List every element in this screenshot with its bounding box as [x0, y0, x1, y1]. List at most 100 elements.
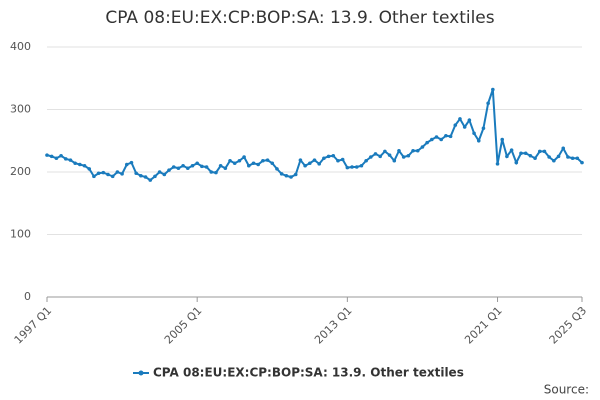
data-point	[275, 167, 279, 171]
data-point	[458, 117, 462, 121]
data-point	[171, 165, 176, 169]
data-point	[406, 153, 411, 158]
data-point	[491, 87, 495, 92]
data-point	[340, 157, 345, 162]
data-point	[87, 167, 92, 171]
legend-label: CPA 08:EU:EX:CP:BOP:SA: 13.9. Other text…	[153, 366, 464, 380]
data-point	[293, 172, 298, 177]
data-point	[533, 156, 537, 161]
data-point	[181, 163, 185, 168]
data-point	[369, 155, 373, 159]
data-point	[537, 149, 542, 154]
data-point	[143, 175, 148, 179]
data-point	[270, 161, 275, 166]
data-point	[190, 163, 195, 168]
data-point	[505, 154, 509, 159]
x-tick-label: 2021 Q1	[462, 304, 505, 347]
data-point	[129, 160, 134, 165]
data-point	[200, 164, 204, 169]
data-point	[472, 131, 476, 136]
data-point	[256, 162, 260, 167]
source: Source:	[544, 383, 589, 397]
data-point	[68, 158, 73, 162]
data-point	[434, 135, 439, 139]
data-point	[420, 145, 425, 149]
data-point	[63, 157, 68, 161]
data-point	[78, 162, 82, 167]
x-tick-label: 1997 Q1	[12, 304, 55, 347]
data-point	[162, 172, 167, 177]
data-point	[575, 156, 580, 161]
chart-title: CPA 08:EU:EX:CP:BOP:SA: 13.9. Other text…	[105, 8, 494, 28]
data-point	[453, 123, 458, 127]
data-point	[411, 148, 415, 153]
data-point	[359, 163, 364, 168]
data-point	[444, 133, 448, 138]
data-point	[228, 158, 232, 163]
data-point	[167, 168, 171, 172]
data-point	[261, 158, 265, 163]
data-point	[373, 152, 378, 156]
data-point	[528, 153, 533, 158]
data-point	[326, 154, 331, 159]
data-point	[514, 160, 519, 165]
y-tick-label: 400	[10, 40, 31, 53]
data-point	[59, 153, 63, 158]
data-point	[467, 118, 472, 122]
data-point	[265, 158, 270, 162]
data-point	[378, 154, 383, 159]
data-point	[223, 166, 228, 171]
data-point	[106, 172, 110, 177]
data-point	[387, 153, 392, 157]
data-point	[566, 155, 570, 159]
data-point	[345, 165, 350, 170]
data-point	[134, 171, 138, 176]
data-point	[157, 170, 162, 174]
data-point	[580, 160, 584, 165]
data-point	[500, 137, 505, 142]
data-point	[486, 101, 490, 106]
data-point	[54, 156, 59, 161]
x-tick-label: 2005 Q1	[162, 304, 205, 347]
data-point	[289, 175, 293, 179]
series-line	[46, 89, 583, 182]
data-point	[49, 154, 54, 159]
data-point	[209, 170, 214, 174]
data-point	[139, 173, 143, 178]
data-point	[547, 155, 551, 159]
data-point	[185, 166, 190, 171]
data-point	[561, 146, 566, 151]
data-point	[552, 158, 556, 163]
data-point	[214, 170, 218, 175]
y-tick-label: 200	[10, 165, 31, 178]
data-point	[448, 134, 453, 139]
data-point	[509, 148, 514, 152]
data-point	[115, 170, 120, 174]
data-point	[322, 156, 326, 161]
data-point	[237, 158, 242, 163]
data-point	[476, 138, 481, 143]
data-point	[542, 149, 547, 154]
data-point	[242, 155, 246, 159]
data-point	[204, 165, 209, 169]
data-point	[519, 151, 523, 156]
data-point	[425, 140, 429, 145]
data-point	[232, 161, 237, 166]
data-point	[415, 148, 420, 153]
data-point	[439, 137, 444, 142]
x-tick-label: 2013 Q1	[312, 304, 355, 347]
data-point	[73, 161, 77, 166]
data-point	[308, 161, 312, 166]
data-point	[392, 158, 397, 163]
data-point	[317, 162, 321, 166]
x-tick-label: 2025 Q3	[547, 304, 590, 347]
legend-marker	[138, 370, 144, 376]
data-point	[82, 163, 87, 168]
data-point	[92, 174, 96, 179]
data-point	[251, 161, 256, 166]
y-tick-label: 0	[24, 290, 31, 303]
y-tick-label: 300	[10, 103, 31, 116]
data-point	[110, 174, 115, 179]
data-point	[101, 170, 106, 175]
data-point	[195, 161, 199, 166]
